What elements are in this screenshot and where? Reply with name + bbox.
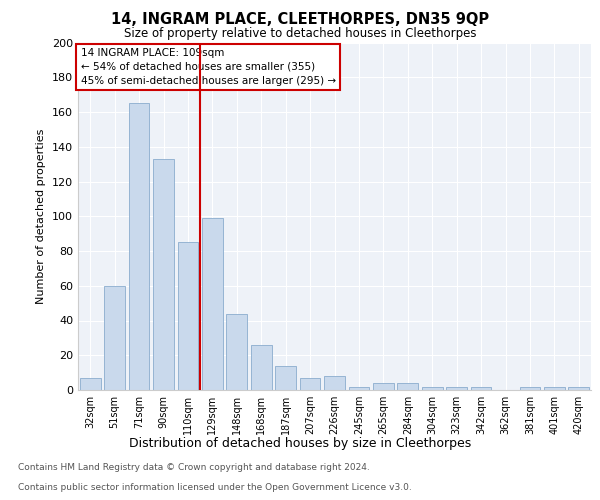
Bar (226, 314, 247, 390)
Bar (299, 378, 320, 390)
Bar (153, 159, 174, 390)
Bar (178, 242, 199, 390)
Bar (544, 386, 565, 390)
Text: Distribution of detached houses by size in Cleethorpes: Distribution of detached houses by size … (129, 438, 471, 450)
Bar (80, 378, 101, 390)
Bar (397, 383, 418, 390)
Text: 14, INGRAM PLACE, CLEETHORPES, DN35 9QP: 14, INGRAM PLACE, CLEETHORPES, DN35 9QP (111, 12, 489, 28)
Y-axis label: Number of detached properties: Number of detached properties (37, 128, 46, 304)
Text: 14 INGRAM PLACE: 109sqm
← 54% of detached houses are smaller (355)
45% of semi-d: 14 INGRAM PLACE: 109sqm ← 54% of detache… (80, 48, 335, 86)
Bar (104, 286, 125, 390)
Bar (128, 104, 149, 390)
Bar (349, 386, 370, 390)
Bar (251, 345, 272, 390)
Bar (275, 366, 296, 390)
Bar (373, 383, 394, 390)
Text: Contains HM Land Registry data © Crown copyright and database right 2024.: Contains HM Land Registry data © Crown c… (18, 464, 370, 472)
Text: Contains public sector information licensed under the Open Government Licence v3: Contains public sector information licen… (18, 484, 412, 492)
Bar (568, 386, 589, 390)
Bar (422, 386, 443, 390)
Bar (324, 376, 345, 390)
Bar (470, 386, 491, 390)
Bar (446, 386, 467, 390)
Text: Size of property relative to detached houses in Cleethorpes: Size of property relative to detached ho… (124, 28, 476, 40)
Bar (520, 386, 541, 390)
Bar (202, 218, 223, 390)
